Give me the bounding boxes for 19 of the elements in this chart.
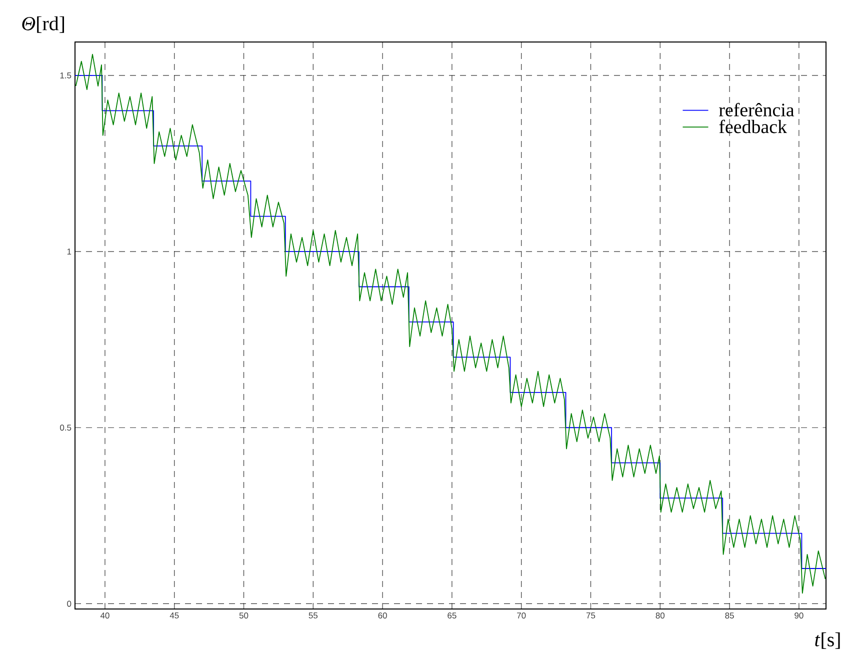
x-axis-title: t[s] [815, 632, 840, 649]
x-tick-label: 85 [725, 612, 734, 619]
y-tick-label: 1 [67, 248, 72, 254]
y-tick-label: 0 [67, 600, 72, 607]
x-tick-label: 75 [586, 612, 596, 618]
x-tick-label: 60 [378, 612, 387, 619]
x-tick-label: 65 [448, 612, 456, 619]
y-axis-title: Θ[rd] [22, 16, 64, 33]
x-tick-label: 40 [100, 612, 110, 619]
x-tick-label: 80 [656, 612, 665, 619]
x-tick-label: 55 [308, 612, 318, 618]
x-tick-label: 90 [794, 612, 804, 619]
x-tick-label: 50 [239, 612, 248, 619]
y-tick-label: 0.5 [60, 424, 72, 431]
y-tick-label: 1.5 [60, 72, 72, 78]
x-tick-label: 45 [170, 612, 179, 618]
legend-label: referência [719, 102, 794, 116]
x-tick-label: 70 [517, 612, 526, 619]
legend-label: feedback [719, 120, 787, 134]
